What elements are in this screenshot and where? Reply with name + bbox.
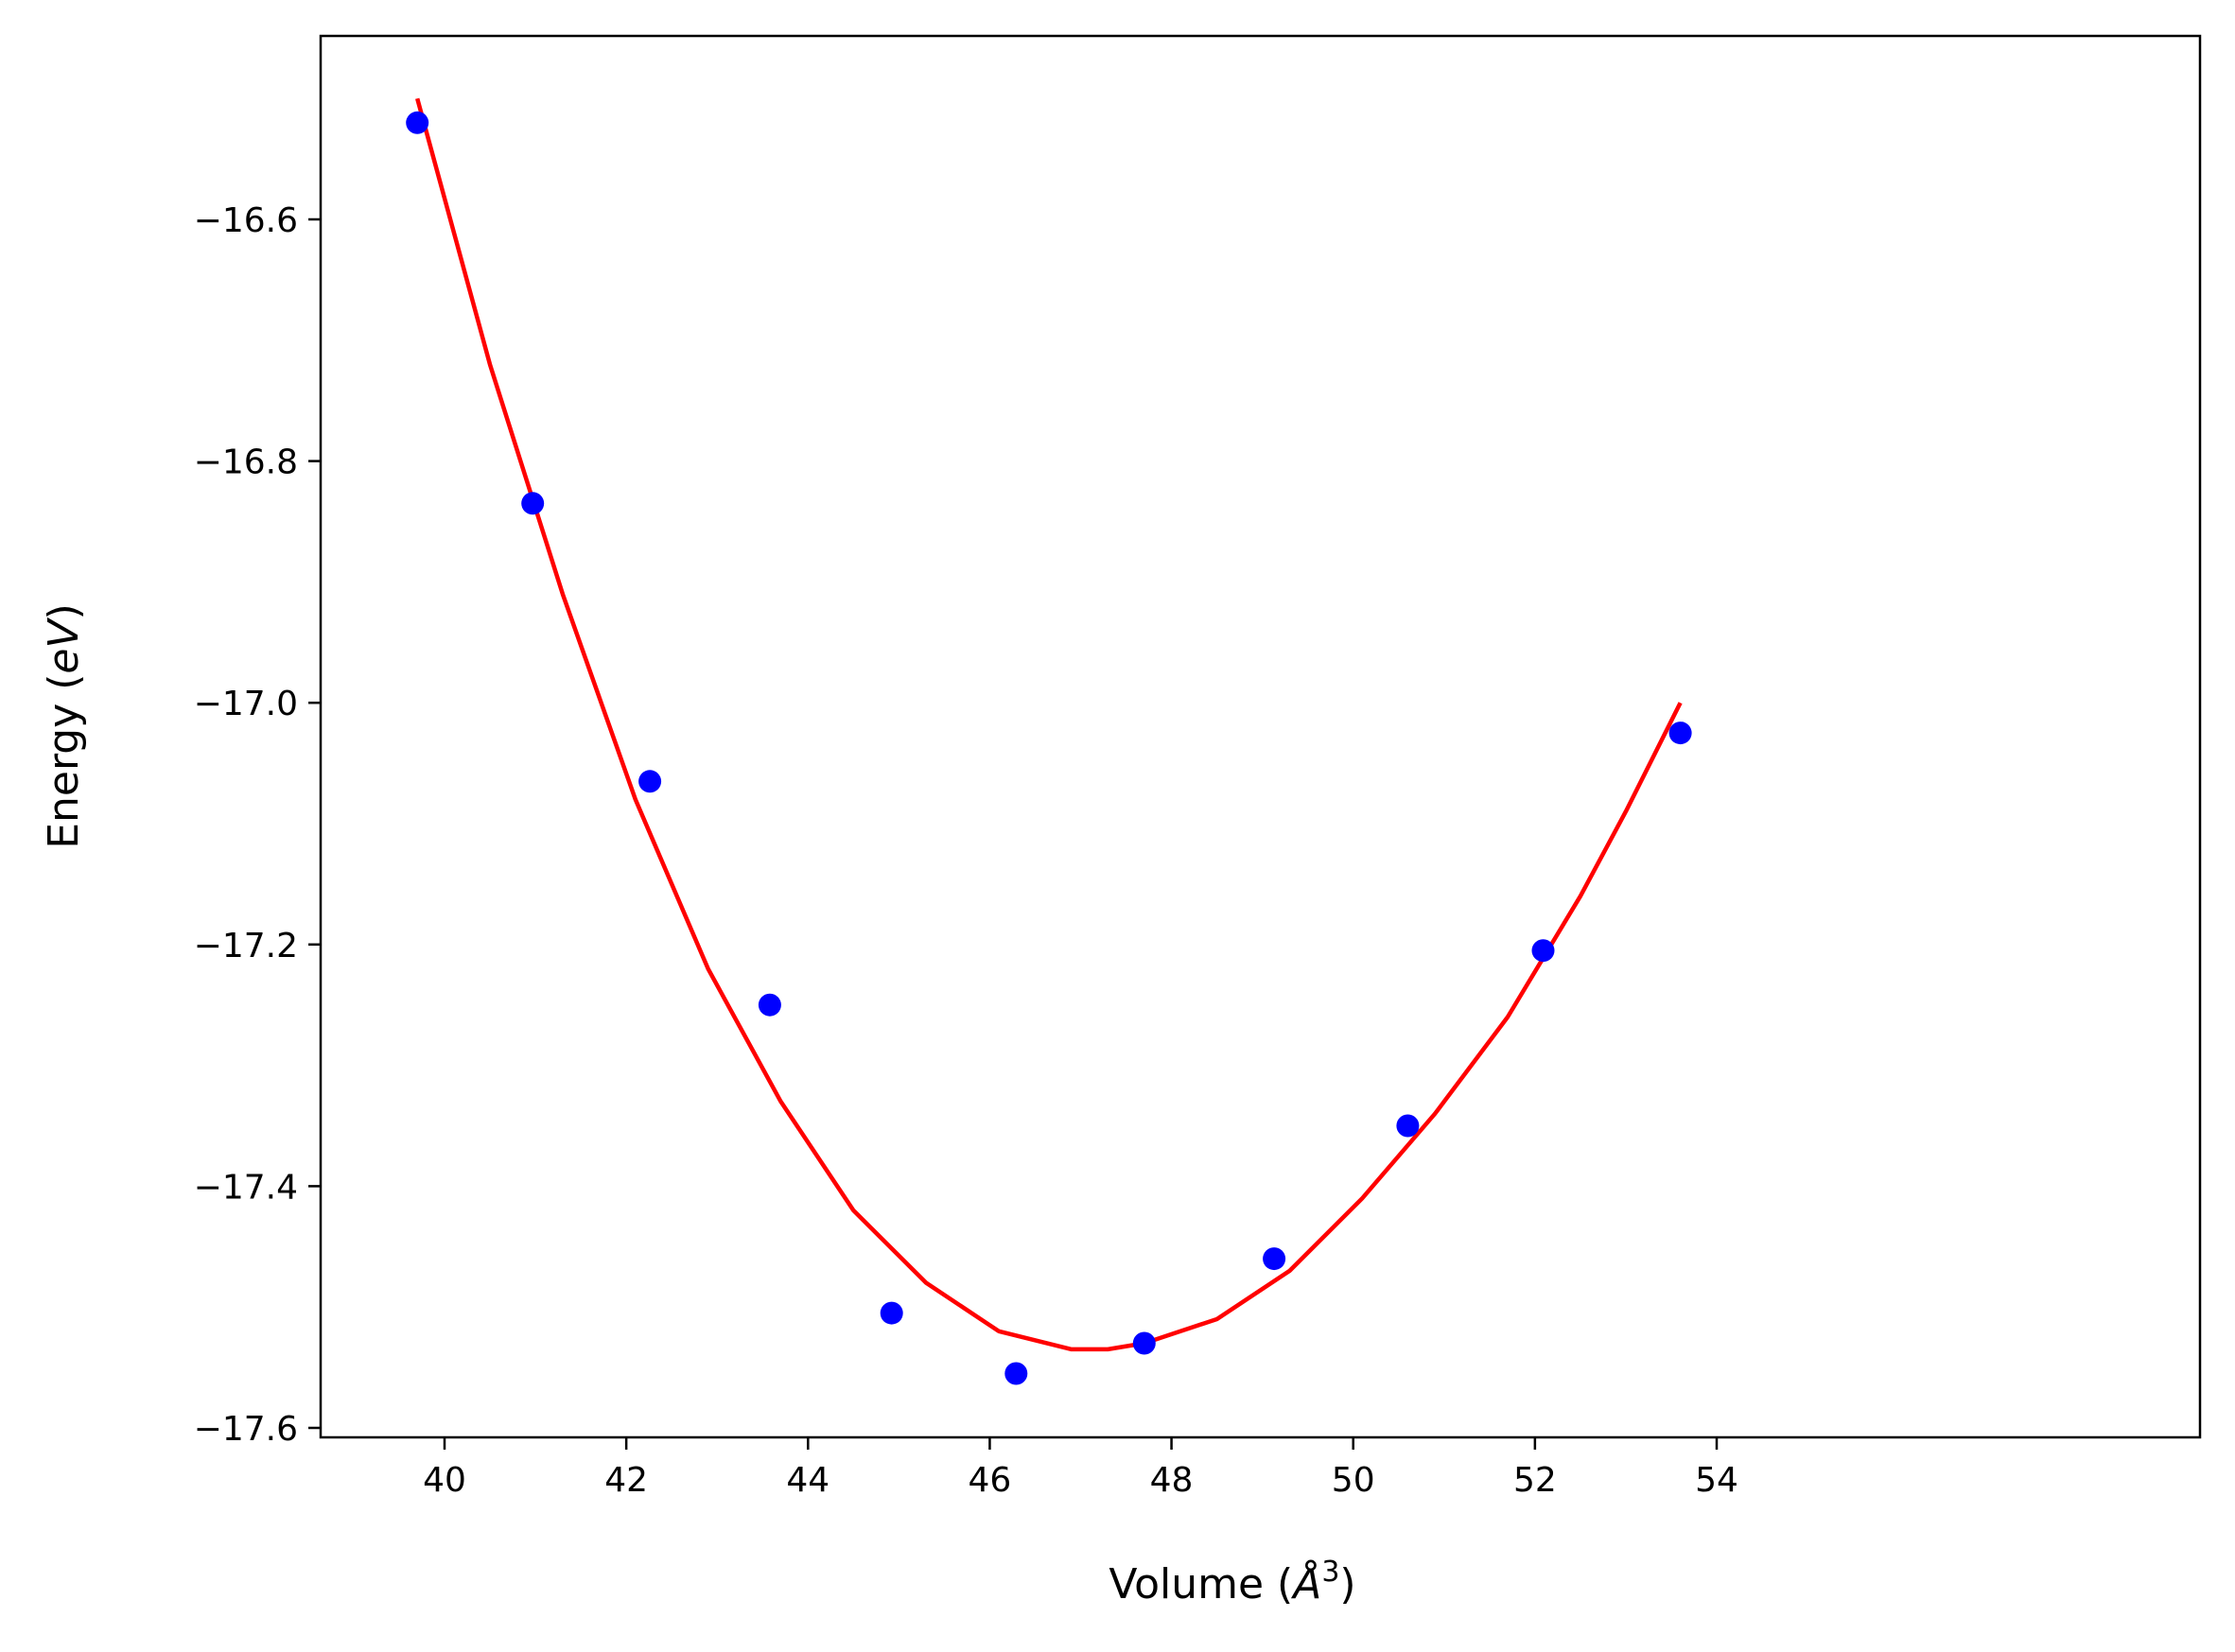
y-tick-label: −17.0 bbox=[194, 685, 298, 723]
x-tick-label: 40 bbox=[423, 1461, 466, 1500]
data-point bbox=[638, 770, 662, 793]
x-tick-label: 54 bbox=[1695, 1461, 1738, 1500]
plot-area bbox=[319, 34, 2202, 1439]
data-point bbox=[406, 111, 429, 134]
data-point bbox=[1132, 1331, 1156, 1355]
y-tick-label: −17.2 bbox=[194, 927, 298, 965]
data-point bbox=[1668, 722, 1692, 745]
y-axis-ticks: −16.6 −16.8 −17.0 −17.2 −17.4 −17.6 bbox=[194, 201, 321, 1449]
y-tick-label: −17.6 bbox=[194, 1410, 298, 1449]
plot-frame bbox=[319, 34, 2202, 1439]
y-tick-label: −16.6 bbox=[194, 201, 298, 240]
y-tick-label: −16.8 bbox=[194, 443, 298, 482]
data-point bbox=[1531, 939, 1555, 963]
fit-curve-line bbox=[415, 97, 1683, 1352]
data-point bbox=[880, 1301, 903, 1325]
y-axis-label: Energy (eV) bbox=[40, 603, 88, 849]
data-point bbox=[1396, 1114, 1420, 1138]
x-tick-label: 46 bbox=[969, 1461, 1012, 1500]
data-point bbox=[758, 993, 781, 1017]
x-tick-label: 48 bbox=[1150, 1461, 1194, 1500]
x-axis-label: Volume (Å3) bbox=[1109, 1556, 1355, 1609]
data-point bbox=[1263, 1247, 1286, 1271]
data-points-layer bbox=[406, 111, 1692, 1385]
data-point bbox=[1004, 1362, 1028, 1385]
x-axis-ticks: 40 42 44 46 48 50 52 54 bbox=[423, 1437, 1738, 1500]
x-tick-label: 42 bbox=[604, 1461, 648, 1500]
y-tick-label: −17.4 bbox=[194, 1168, 298, 1207]
x-tick-label: 52 bbox=[1513, 1461, 1557, 1500]
data-point bbox=[521, 492, 545, 515]
x-tick-label: 50 bbox=[1332, 1461, 1375, 1500]
x-tick-label: 44 bbox=[786, 1461, 829, 1500]
fit-curve-layer bbox=[415, 97, 1683, 1352]
